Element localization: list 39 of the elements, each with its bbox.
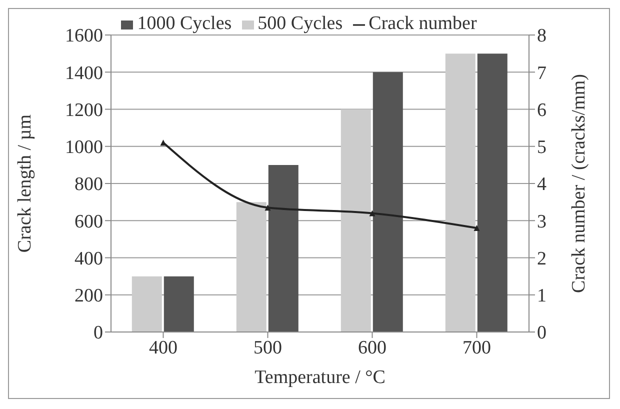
bar <box>236 202 266 332</box>
x-tick-label: 400 <box>149 337 178 358</box>
point <box>474 225 480 232</box>
legend-label: 500 Cycles <box>258 13 343 34</box>
bar <box>445 54 476 332</box>
y2-tick-label: 1 <box>537 286 546 307</box>
bar <box>268 164 298 332</box>
y2-tick-label: 4 <box>537 174 547 196</box>
point <box>369 210 376 216</box>
x-tick-label: 700 <box>462 337 491 358</box>
y2-tick-label: 5 <box>537 137 546 158</box>
legend-label: Crack number <box>368 13 477 34</box>
y2-tick-label: 2 <box>537 248 546 270</box>
y2-tick-label: 6 <box>537 100 546 121</box>
x-axis-title: Temperature / °C <box>254 367 386 388</box>
y-tick-label: 200 <box>74 286 103 307</box>
y-tick-label: 400 <box>74 248 103 270</box>
x-tick-label: 600 <box>358 337 386 358</box>
bar <box>340 109 371 332</box>
y2-tick-label: 7 <box>537 62 546 84</box>
bar <box>372 72 403 332</box>
bar <box>477 54 508 332</box>
y-tick-label: 1000 <box>65 137 103 158</box>
x-tick-label: 500 <box>254 337 282 358</box>
y-axis-title: Crack length / µm <box>14 114 36 253</box>
y-tick-label: 800 <box>74 174 103 196</box>
y2-axis-title: Crack number / (cracks/mm) <box>568 74 590 293</box>
point <box>264 204 271 211</box>
y-tick-label: 600 <box>74 211 103 232</box>
y-tick-label: 1200 <box>65 100 103 121</box>
y-tick-label: 1600 <box>65 26 103 47</box>
y-tick-label: 0 <box>94 322 103 344</box>
y2-tick-label: 0 <box>537 322 546 344</box>
y-tick-label: 1400 <box>65 62 103 84</box>
bar <box>132 276 162 332</box>
legend-label: 1000 Cycles <box>137 13 232 34</box>
bar <box>164 276 194 332</box>
y2-tick-label: 3 <box>537 211 546 232</box>
y2-tick-label: 8 <box>537 26 546 47</box>
